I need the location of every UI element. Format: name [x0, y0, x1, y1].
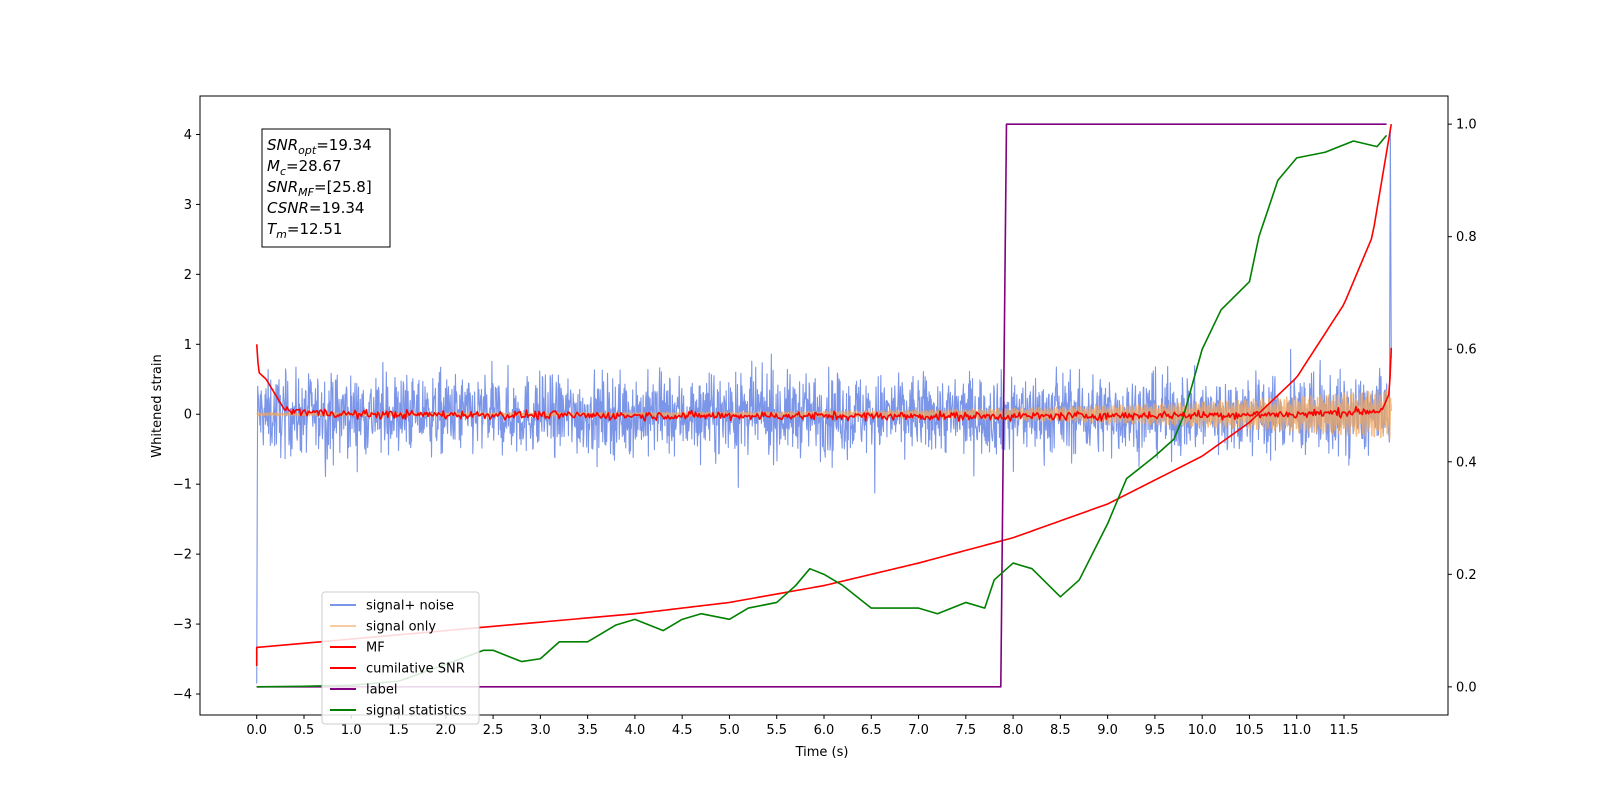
series-line-signal-only [256, 389, 1393, 440]
y2-tick-label: 0.6 [1456, 343, 1477, 358]
annotation-box: SNRopt=19.34Mc=28.67SNRMF=[25.8]CSNR=19.… [261, 128, 391, 248]
x-tick-label: 4.5 [672, 723, 693, 738]
x-tick-label: 2.5 [483, 723, 504, 738]
y2-tick-label: 1.0 [1456, 118, 1477, 133]
x-tick-label: 5.5 [766, 723, 787, 738]
legend-label-mf: MF [366, 641, 385, 656]
annotation-frame [261, 128, 391, 248]
legend: signal+ noise signal only MF cumilative SNR… [321, 591, 480, 725]
x-tick-label: 1.5 [388, 723, 409, 738]
y-tick-label: −2 [173, 548, 192, 563]
x-tick-label: 0.5 [294, 723, 315, 738]
x-axis-label: Time (s) [795, 745, 849, 760]
y-tick-label: −3 [173, 618, 192, 633]
y-tick-label: 2 [184, 268, 192, 283]
y2-tick-label: 0.2 [1456, 568, 1477, 583]
legend-label-signal-only: signal only [366, 620, 436, 635]
legend-label-label: label [366, 683, 397, 698]
x-tick-label: 10.5 [1235, 723, 1264, 738]
x-tick-label: 2.0 [435, 723, 456, 738]
y2-tick-label: 0.4 [1456, 455, 1477, 470]
x-tick-label: 9.5 [1145, 723, 1166, 738]
series-line-label [256, 123, 1387, 688]
x-tick-label: 3.0 [530, 723, 551, 738]
y-axis-right: 1.0 0.8 0.6 0.4 0.2 0.0 [1448, 118, 1477, 695]
annotation-line: CSNR=19.34 [267, 199, 364, 217]
y-tick-label: 4 [184, 128, 192, 143]
x-axis: 0.0 0.5 1.0 1.5 2.0 2.5 3.0 3.5 4.0 4.5 5.0 5.5 6.0 6… [246, 715, 1358, 738]
legend-frame [321, 591, 480, 725]
annotation-line: SNRopt=19.34 [267, 136, 372, 157]
annotation-line: Mc=28.67 [267, 157, 342, 178]
y2-tick-label: 0.0 [1456, 680, 1477, 695]
legend-label-signal-statistics: signal statistics [366, 704, 467, 719]
x-tick-label: 0.0 [246, 723, 267, 738]
y-tick-label: 0 [184, 408, 192, 423]
x-tick-label: 3.5 [577, 723, 598, 738]
legend-label-signal-noise: signal+ noise [366, 599, 454, 614]
x-tick-label: 7.0 [908, 723, 929, 738]
y-tick-label: 1 [184, 338, 192, 353]
x-tick-label: 8.5 [1050, 723, 1071, 738]
x-tick-label: 8.0 [1003, 723, 1024, 738]
x-tick-label: 9.0 [1097, 723, 1118, 738]
x-tick-label: 6.5 [861, 723, 882, 738]
x-tick-label: 10.0 [1188, 723, 1217, 738]
legend-label-cumilative-snr: cumilative SNR [366, 662, 465, 677]
x-tick-label: 4.0 [625, 723, 646, 738]
y-axis-label: Whitened strain [150, 354, 165, 457]
y-tick-label: −1 [173, 478, 192, 493]
y-axis-left: 4 3 2 1 0 −1 −2 −3 −4 [173, 128, 200, 703]
annotation-line: Tm=12.51 [267, 220, 342, 241]
x-tick-label: 7.5 [955, 723, 976, 738]
y2-tick-label: 0.8 [1456, 230, 1477, 245]
annotation-line: SNRMF=[25.8] [267, 178, 372, 199]
x-tick-label: 1.0 [341, 723, 362, 738]
y-tick-label: −4 [173, 688, 192, 703]
series-line-signal-statistics [256, 134, 1388, 688]
series-line-signal-noise [256, 126, 1392, 684]
x-tick-label: 11.0 [1282, 723, 1311, 738]
series-line-mf [255, 344, 1393, 422]
y-tick-label: 3 [184, 198, 192, 213]
x-tick-label: 5.0 [719, 723, 740, 738]
x-tick-label: 11.5 [1330, 723, 1359, 738]
x-tick-label: 6.0 [814, 723, 835, 738]
